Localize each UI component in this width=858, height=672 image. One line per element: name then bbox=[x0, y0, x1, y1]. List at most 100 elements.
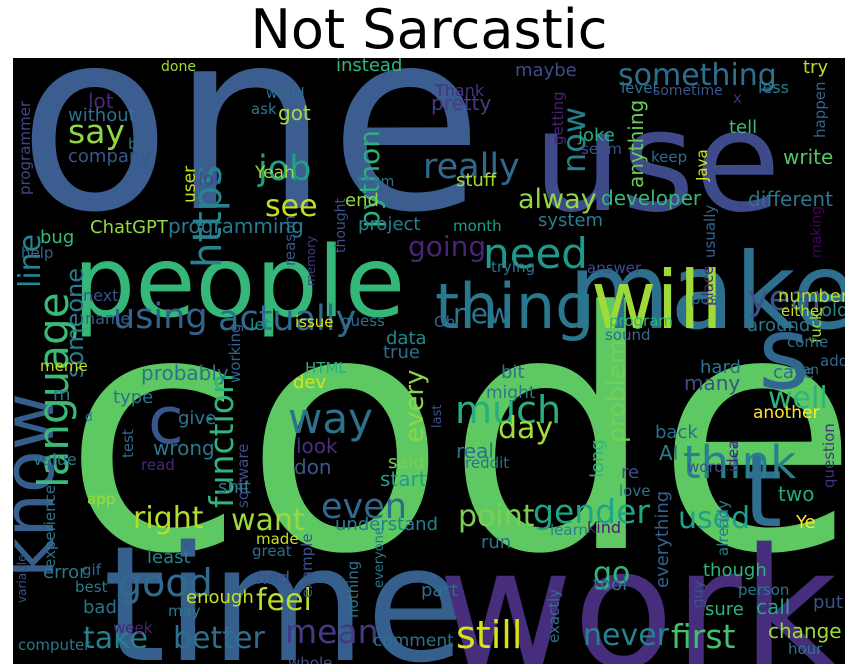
word-something: something bbox=[618, 58, 777, 93]
word-data: data bbox=[386, 328, 427, 349]
word-oh: Oh bbox=[434, 313, 455, 331]
word-take: take bbox=[83, 621, 148, 656]
word-hard: hard bbox=[700, 357, 741, 378]
word-use: use bbox=[533, 81, 781, 244]
word-two: two bbox=[778, 482, 814, 506]
word-understand: understand bbox=[335, 514, 438, 535]
word-problem: problem bbox=[602, 340, 631, 443]
word-place: place bbox=[699, 266, 717, 306]
word-https: https bbox=[185, 165, 231, 268]
word-guy: guy bbox=[689, 580, 707, 608]
word-variable: variable bbox=[15, 555, 29, 603]
word-every: every bbox=[400, 370, 430, 443]
word-ask: ask bbox=[251, 100, 277, 118]
word-month: month bbox=[453, 217, 502, 235]
word-tell: tell bbox=[729, 117, 757, 138]
word-dev: dev bbox=[293, 372, 327, 393]
word-read: read bbox=[141, 456, 175, 474]
word-best: best bbox=[75, 578, 108, 596]
word-m: m bbox=[53, 384, 71, 405]
word-b: b bbox=[128, 135, 138, 153]
word-thank: Thank bbox=[434, 81, 485, 100]
word-next: next bbox=[83, 286, 118, 305]
word-people: people bbox=[73, 226, 405, 340]
word-week: week bbox=[113, 619, 153, 637]
word-find: find bbox=[256, 568, 290, 589]
word-many: many bbox=[684, 371, 740, 395]
word-used: used bbox=[678, 501, 750, 536]
word-run: run bbox=[481, 532, 511, 553]
word-maybe: maybe bbox=[515, 60, 577, 81]
word-post: post bbox=[691, 290, 724, 308]
word-company: company bbox=[68, 146, 151, 167]
word-yeah: Yeah bbox=[254, 163, 295, 183]
word-will: will bbox=[591, 254, 723, 347]
word-old: old bbox=[821, 300, 845, 321]
word-programmer: programmer bbox=[16, 100, 34, 195]
word-know: know bbox=[13, 393, 70, 578]
word-really: really bbox=[423, 147, 520, 187]
word-joke: joke bbox=[577, 125, 615, 146]
word-project: project bbox=[358, 214, 420, 235]
word-still: still bbox=[456, 613, 522, 657]
word-bit: bit bbox=[501, 362, 524, 383]
word-one: one bbox=[18, 58, 483, 267]
word-someone: someone bbox=[61, 268, 89, 378]
word-going: going bbox=[408, 230, 486, 263]
word-reason: reason bbox=[281, 215, 299, 266]
word-never: never bbox=[583, 618, 670, 653]
word-idea: idea bbox=[724, 440, 742, 472]
word-call: call bbox=[756, 595, 790, 619]
word-person: person bbox=[738, 581, 789, 599]
word-guess: guess bbox=[341, 312, 385, 330]
word-function: function bbox=[202, 373, 241, 508]
word-give: give bbox=[178, 408, 216, 429]
word-reddit: reddit bbox=[465, 454, 509, 472]
word-change: change bbox=[768, 619, 842, 643]
word-true: true bbox=[383, 342, 420, 363]
word-chatgpt: ChatGPT bbox=[90, 217, 169, 238]
word-gif: gif bbox=[82, 561, 102, 579]
word-love: love bbox=[619, 482, 650, 500]
word-mean: mean bbox=[285, 612, 379, 651]
word-part: part bbox=[421, 580, 458, 601]
word-shit: shit bbox=[218, 477, 251, 498]
word-look: look bbox=[296, 434, 338, 458]
word-c: c bbox=[148, 384, 184, 459]
word-kind: kind bbox=[587, 518, 621, 537]
word-trying: trying bbox=[491, 258, 535, 276]
word-x: x bbox=[733, 89, 742, 107]
word-pretty: pretty bbox=[431, 91, 491, 115]
word-put: put bbox=[813, 592, 843, 613]
word-say: say bbox=[68, 112, 125, 151]
word-first: first bbox=[671, 617, 736, 656]
word-way: way bbox=[288, 394, 373, 443]
word-u: u bbox=[821, 427, 831, 445]
word-exactly: exactly bbox=[545, 589, 563, 643]
word-gender: gender bbox=[533, 492, 650, 531]
word-year: year bbox=[748, 279, 827, 319]
word-instead: instead bbox=[336, 58, 402, 76]
word-don: don bbox=[294, 455, 332, 479]
word-re: re bbox=[621, 462, 639, 483]
word-time: time bbox=[103, 511, 464, 664]
word-software: software bbox=[234, 444, 252, 508]
word-think: think bbox=[683, 436, 796, 489]
word-line: line bbox=[13, 234, 48, 288]
word-different: different bbox=[748, 187, 833, 211]
word-end: end bbox=[345, 190, 379, 211]
word-comment: comment bbox=[373, 631, 454, 651]
word-working: working bbox=[226, 324, 244, 384]
word-level: level bbox=[621, 79, 657, 97]
word-s: s bbox=[758, 295, 810, 412]
word-answer: answer bbox=[587, 259, 642, 277]
word-done: done bbox=[161, 59, 196, 75]
word-word: word bbox=[687, 458, 724, 476]
word-even: even bbox=[321, 487, 407, 527]
word-using: using bbox=[113, 297, 208, 337]
word-well: well bbox=[768, 381, 828, 416]
word-need: need bbox=[483, 229, 588, 278]
word-everyone: everyone bbox=[372, 527, 387, 588]
word-keep: keep bbox=[651, 148, 687, 166]
